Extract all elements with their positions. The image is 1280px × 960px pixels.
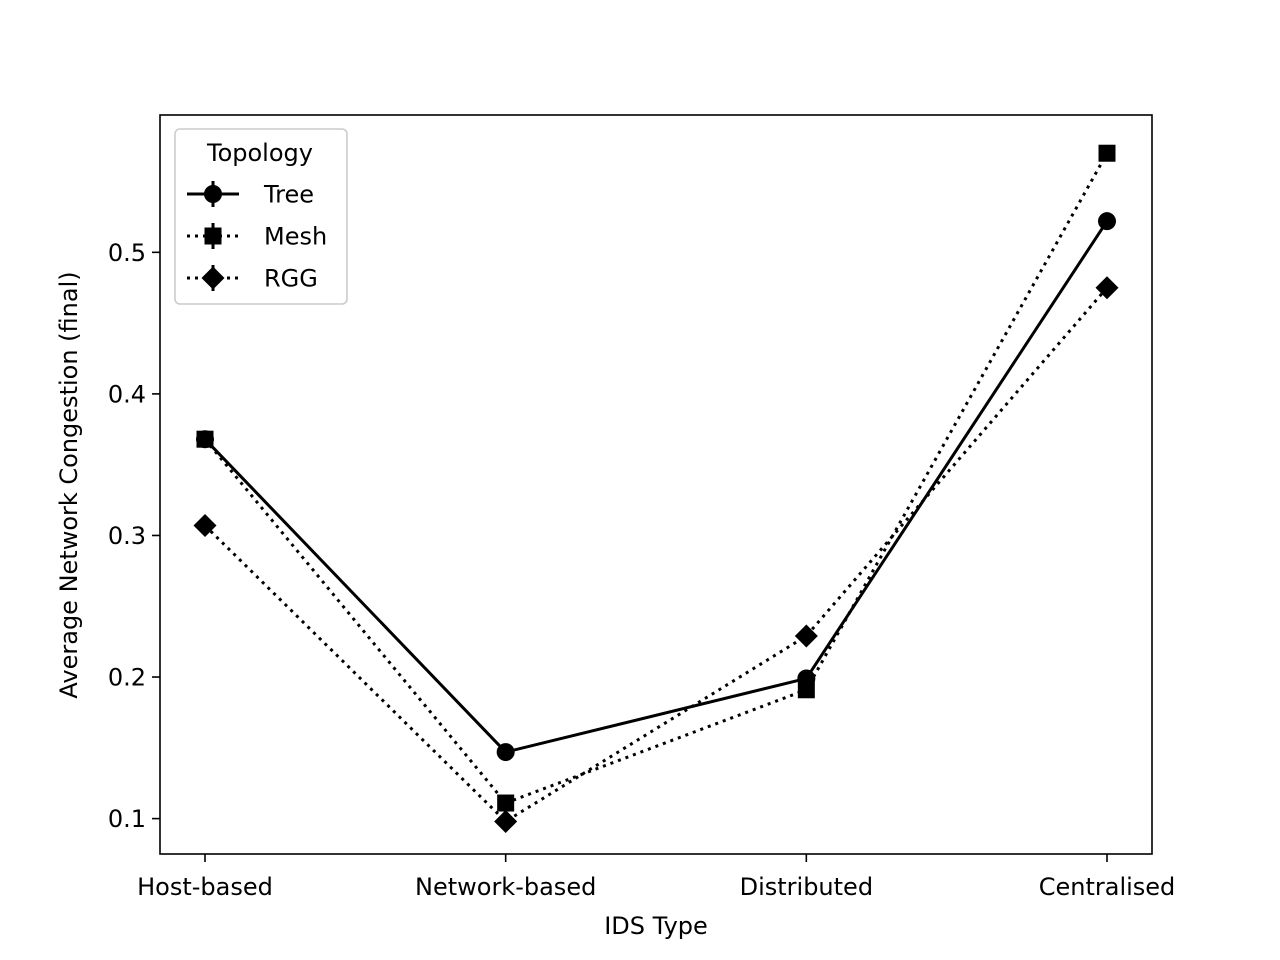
legend-marker-rgg [201,266,225,290]
data-point-mesh [497,794,515,812]
series-line-mesh [203,152,1109,805]
data-point-rgg [193,514,217,538]
x-tick-label: Centralised [1039,873,1176,901]
data-point-rgg [1095,276,1119,300]
y-axis: 0.1 0.2 0.3 0.4 0.5 [108,239,160,833]
series-layer [193,144,1119,833]
data-point-mesh [797,681,815,699]
data-point-mesh [1098,144,1116,162]
x-axis-label: IDS Type [604,912,708,940]
legend-items: Tree Mesh RGG [187,181,327,293]
y-axis-label: Average Network Congestion (final) [55,271,83,698]
x-tick-label: Distributed [740,873,873,901]
y-tick-label: 0.5 [108,239,146,267]
series-line-tree [203,220,1109,754]
y-tick-label: 0.1 [108,805,146,833]
y-tick-label: 0.2 [108,664,146,692]
legend-marker-tree [204,185,222,203]
data-point-mesh [196,430,214,448]
legend-title: Topology [206,139,313,167]
y-tick-label: 0.4 [108,380,146,408]
legend-label-tree: Tree [263,181,314,209]
data-point-rgg [494,809,518,833]
legend-marker-mesh [204,227,222,245]
x-tick-label: Host-based [137,873,273,901]
y-tick-label: 0.3 [108,522,146,550]
legend-label-mesh: Mesh [264,223,327,251]
x-tick-label: Network-based [415,873,596,901]
x-axis: Host-based Network-based Distributed Centra… [137,854,1175,901]
data-point-tree [1098,212,1116,231]
data-point-tree [496,743,515,762]
legend: Topology Tree Mesh RGG [174,128,348,305]
legend-label-rgg: RGG [264,265,318,293]
series-line-rgg [203,286,1109,824]
legend-frame [174,128,348,305]
data-point-rgg [794,624,818,648]
